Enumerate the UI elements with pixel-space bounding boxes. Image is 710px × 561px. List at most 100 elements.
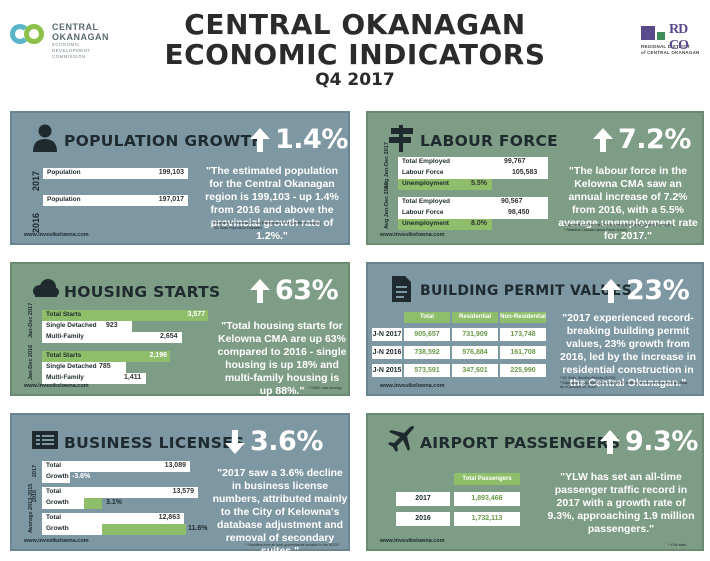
airport-panel: AIRPORT PASSENGERS 9.3% Total Passengers… xyxy=(366,413,704,551)
housing-footer-link[interactable]: www.investkelowna.com xyxy=(24,383,89,389)
bar-label: Population xyxy=(47,196,81,203)
permits-col-nonresidential: Non-Residential xyxy=(500,312,546,323)
airport-year: 2017 xyxy=(396,492,450,506)
page-header: CENTRAL OKANAGAN ECONOMIC DEVELOPMENT CO… xyxy=(0,0,710,100)
labour-note-2: * Statistics Canada Labour Force Survey xyxy=(564,227,628,232)
rdco-sub2: of CENTRAL OKANAGAN xyxy=(641,50,700,55)
population-year-2017: 2017 xyxy=(31,170,41,191)
population-bar-2016: Population 197,017 xyxy=(43,195,188,206)
labour-pct: 7.2% xyxy=(618,124,691,155)
permits-cell: 731,909 xyxy=(452,328,498,341)
labour-row: Labour Force 105,583 xyxy=(398,168,548,179)
licenses-period-avg: Average 2013-2015 xyxy=(28,483,34,533)
permits-cell: 573,591 xyxy=(404,364,450,377)
licenses-row: Growth 3.1% xyxy=(42,498,132,509)
labour-row: Total Employed 90,567 xyxy=(398,197,548,208)
page-title-line1: CENTRAL OKANAGAN xyxy=(184,8,526,41)
labour-period-2016: Avg Jan-Dec 2016 xyxy=(384,182,390,229)
coedc-logo[interactable]: CENTRAL OKANAGAN ECONOMIC DEVELOPMENT CO… xyxy=(10,22,109,60)
arrow-up-icon xyxy=(593,128,613,152)
housing-panel: HOUSING STARTS 63% Jan-Dec 2017 Jan-Dec … xyxy=(10,262,350,397)
licenses-quote: "2017 saw a 3.6% decline in business lic… xyxy=(212,467,348,557)
population-panel: POPULATION GROWTH 1.4% 2017 2016 Populat… xyxy=(10,111,350,245)
population-title: POPULATION GROWTH xyxy=(64,132,265,150)
housing-period-2017: Jan-Dec 2017 xyxy=(28,302,34,338)
labour-title: LABOUR FORCE xyxy=(420,132,559,150)
housing-row: Single Detached 785 xyxy=(42,362,126,373)
licenses-footer-link[interactable]: www.investkelowna.com xyxy=(24,538,89,544)
bar-label: Population xyxy=(47,169,81,176)
permits-cell: 905,657 xyxy=(404,328,450,341)
population-note-1: * Numbers for Kelowna Census Metropolita… xyxy=(212,221,321,225)
housing-row: Multi-Family 1,411 xyxy=(42,373,146,384)
logo-sub2: DEVELOPMENT xyxy=(52,48,91,53)
permits-col-total: Total xyxy=(404,312,450,323)
permits-pct: 23% xyxy=(626,275,690,306)
permits-row-label: J-N 2015 xyxy=(372,364,402,377)
labour-row-unemployment: Unemployment 5.5% xyxy=(398,179,548,190)
person-icon xyxy=(33,124,57,152)
licenses-row: Total 13,579 xyxy=(42,487,198,498)
airport-value: 1,893,466 xyxy=(454,492,520,506)
labour-footer-link[interactable]: www.investkelowna.com xyxy=(380,232,445,238)
population-pct: 1.4% xyxy=(275,124,348,155)
airplane-icon xyxy=(388,426,414,452)
licenses-title: BUSINESS LICENSES xyxy=(64,434,245,452)
airport-value: 1,732,113 xyxy=(454,512,520,526)
logo-sub3: COMMISSION xyxy=(52,54,86,59)
card-list-icon xyxy=(32,431,58,449)
airport-quote: "YLW has set an all-time passenger traff… xyxy=(547,471,695,535)
licenses-pct: 3.6% xyxy=(250,426,323,457)
cloud-house-icon xyxy=(33,279,59,297)
permits-note-2: * Data used is Jan-Nov 2015, 2016, 2017.… xyxy=(560,380,688,385)
airport-title: AIRPORT PASSENGERS xyxy=(420,434,621,452)
airport-year: 2016 xyxy=(396,512,450,526)
housing-note-1: * CMHC new housing xyxy=(308,386,342,390)
rdco-logo-mark-icon: RD CO xyxy=(641,22,697,53)
labour-row: Total Employed 99,767 xyxy=(398,157,548,168)
airport-note-1: * YLW stats xyxy=(668,543,686,547)
rdco-logo[interactable]: RD CO REGIONAL DISTRICT of CENTRAL OKANA… xyxy=(641,22,701,56)
labour-quote: "The labour force in the Kelowna CMA saw… xyxy=(558,165,698,242)
arrow-down-icon xyxy=(225,430,245,454)
housing-quote: "Total housing starts for Kelowna CMA ar… xyxy=(217,320,347,397)
housing-pct: 63% xyxy=(275,275,339,306)
signpost-icon xyxy=(389,125,413,152)
rdco-sub1: REGIONAL DISTRICT xyxy=(641,44,691,49)
logo-name-line1: CENTRAL xyxy=(52,22,99,32)
population-footer-link[interactable]: www.investkelowna.com xyxy=(24,232,89,238)
permits-row-label: J-N 2017 xyxy=(372,328,402,341)
document-icon xyxy=(392,276,411,302)
arrow-up-icon xyxy=(600,430,620,454)
permits-cell: 738,592 xyxy=(404,346,450,359)
permits-cell: 225,990 xyxy=(500,364,546,377)
permits-col-residential: Residential xyxy=(452,312,498,323)
licenses-panel: BUSINESS LICENSES 3.6% 2017 2016 Average… xyxy=(10,413,350,557)
housing-row: Multi-Family 2,654 xyxy=(42,332,182,343)
bar-value: 197,017 xyxy=(158,196,184,203)
licenses-note-1: * Numbers from all local governments inc… xyxy=(246,543,340,547)
permits-panel: BUILDING PERMIT VALUES 23% Total Residen… xyxy=(366,262,704,396)
licenses-row: Total 12,863 xyxy=(42,513,184,524)
arrow-up-icon xyxy=(601,279,621,303)
licenses-row: Growth 11.6% xyxy=(42,524,212,535)
permits-cell: 173,748 xyxy=(500,328,546,341)
housing-row: Total Starts 3,577 xyxy=(42,310,208,321)
population-note-2: * BC Stats Population Estimates xyxy=(212,225,262,230)
housing-period-2016: Jan-Dec 2016 xyxy=(28,344,34,380)
permits-cell: 576,884 xyxy=(452,346,498,359)
arrow-up-icon xyxy=(250,128,270,152)
permits-quote: "2017 experienced record-breaking buildi… xyxy=(560,312,696,389)
permits-cell: 161,708 xyxy=(500,346,546,359)
permits-note-1: * BC Stats, Building Permits ($ 000) xyxy=(560,376,616,380)
population-bar-2017: Population 199,103 xyxy=(43,168,188,179)
permits-footer-link[interactable]: www.investkelowna.com xyxy=(380,383,445,389)
page-period: Q4 2017 xyxy=(315,70,395,90)
permits-title: BUILDING PERMIT VALUES xyxy=(420,283,633,299)
bar-value: 199,103 xyxy=(158,169,184,176)
coedc-logo-mark-icon xyxy=(10,24,46,46)
arrow-up-icon xyxy=(250,279,270,303)
airport-footer-link[interactable]: www.investkelowna.com xyxy=(380,538,445,544)
page-title-line2: ECONOMIC INDICATORS xyxy=(164,38,546,71)
labour-note-1: * Numbers for Kelowna Census Metropolita… xyxy=(564,223,673,227)
